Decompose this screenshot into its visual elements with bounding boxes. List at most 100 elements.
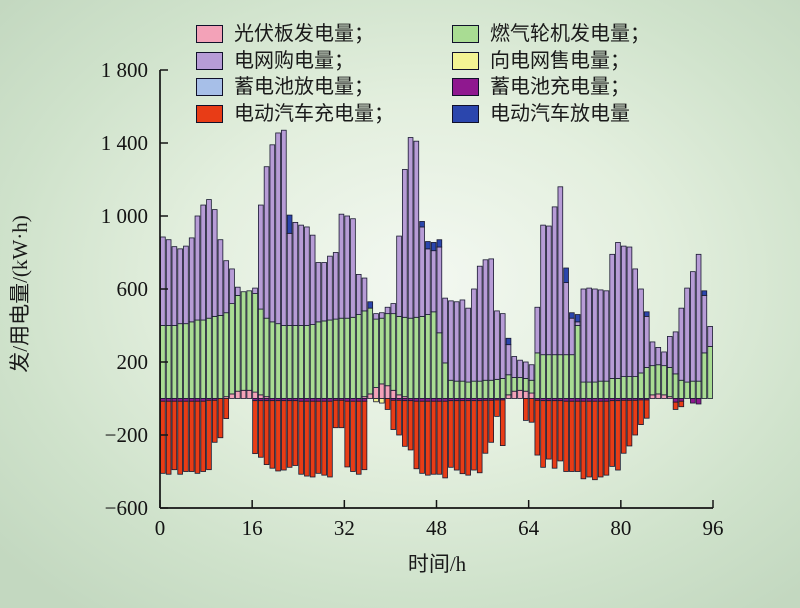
bar-pv-h36 [367,393,374,399]
bar-evc-h35 [361,400,368,471]
bar-evd-h71 [569,312,575,319]
bar-buy-h82 [632,268,639,378]
bar-evd-h84 [643,311,650,317]
bar-bc-h25 [304,398,310,402]
bar-evd-h46 [425,241,431,250]
bar-evc-h33 [350,400,356,472]
bar-evc-h2 [171,400,178,471]
bar-gas-h32 [344,317,350,399]
bar-evc-h71 [569,400,575,472]
bar-evc-h17 [258,400,264,458]
bar-evd-h72 [574,314,581,323]
bar-gas-h18 [263,317,270,398]
bar-gas-h10 [217,315,224,399]
bar-buy-h91 [684,287,690,383]
bar-evc-h26 [309,400,316,478]
bar-gas-h94 [701,352,708,399]
bar-buy-h27 [315,262,322,323]
bar-buy-h58 [494,310,500,380]
bar-buy-h46 [425,248,431,315]
bar-gas-h26 [309,324,316,399]
bar-evc-h39 [384,398,391,410]
bar-evc-h43 [407,400,414,451]
bar-evc-h44 [413,400,420,470]
y-tick-label-1000: 1 000 [101,204,148,228]
bar-gas-h31 [338,317,345,399]
bar-gas-h59 [499,378,506,399]
bar-evc-h84 [643,399,650,419]
bar-pv-h39 [384,385,391,399]
bar-evc-h5 [188,400,195,472]
bar-gas-h89 [672,373,679,399]
bar-bc-h90 [678,398,685,402]
bar-buy-h48 [436,246,443,334]
y-tick-label-200: 200 [117,350,149,374]
bar-pv-h12 [229,393,235,399]
bar-pv-h37 [373,387,379,399]
bar-buy-h77 [603,290,610,382]
bar-gas-h22 [286,325,293,399]
y-tick-label-600: 600 [117,277,149,301]
bar-pv-h86 [655,393,662,399]
legend-label-evd: 电动汽车放电量 [490,102,630,125]
bar-bc-h73 [580,398,587,402]
bar-buy-h50 [448,300,454,381]
bar-gas-h29 [327,319,333,399]
bar-evc-h80 [620,399,627,454]
bar-evc-h40 [390,399,397,430]
bar-series-group [160,129,713,481]
bar-evc-h24 [298,400,304,475]
bar-evd-h22 [286,214,293,234]
bar-gas-h74 [586,381,592,399]
bar-gas-h34 [355,314,362,399]
bar-buy-h86 [655,346,662,366]
bar-buy-h34 [355,273,362,315]
bar-evc-h6 [194,400,201,474]
bar-evc-h67 [546,400,552,460]
bar-gas-h41 [396,315,402,396]
bar-gas-h58 [494,378,500,399]
bar-evc-h64 [528,398,535,423]
bar-evc-h9 [211,399,218,443]
bar-bc-h0 [160,398,166,402]
bar-gas-h93 [695,380,702,399]
bar-evc-h56 [482,399,489,454]
bar-evc-h18 [263,400,270,465]
bar-gas-h52 [459,380,466,399]
bar-gas-h47 [430,311,437,399]
legend-label-bc: 蓄电池充电量； [490,76,630,99]
bar-buy-h60 [505,344,512,376]
bar-buy-h57 [488,258,494,381]
bar-gas-h14 [240,291,247,391]
bar-bc-h27 [315,398,322,402]
bar-buy-h17 [258,204,264,310]
bar-evc-h46 [425,400,431,476]
bar-buy-h62 [517,359,523,378]
bar-pv-h13 [234,390,241,399]
bar-evd-h70 [563,267,569,284]
bar-bc-h5 [188,398,195,402]
bar-evd-h60 [505,337,512,346]
legend-label-evc: 电动汽车充电量； [234,102,394,125]
bar-evc-h3 [177,400,183,475]
bar-evc-h58 [494,399,500,417]
bar-evc-h82 [632,399,639,436]
bar-gas-h9 [211,315,218,399]
bar-evc-h65 [534,399,541,456]
bar-evc-h47 [430,400,437,475]
bar-gas-h73 [580,381,587,399]
legend: 光伏板发电量； 燃气轮机发电量； 电网购电量； 向电网售电量； 蓄电池放电量； 蓄电池充电… [196,21,650,127]
bar-gas-h40 [390,313,397,391]
bar-evc-h90 [678,400,685,408]
bar-gas-h87 [661,365,667,396]
legend-swatch-bc [452,78,479,97]
bar-evc-h10 [217,398,224,439]
bar-gas-h44 [413,316,420,399]
bar-pv-h64 [528,392,535,399]
bar-pv-h63 [523,390,529,399]
bar-buy-h95 [707,326,713,347]
bar-buy-h29 [327,255,333,321]
bar-gas-h6 [194,319,201,399]
bar-evc-h1 [165,400,172,475]
legend-swatch-buy [196,51,223,70]
